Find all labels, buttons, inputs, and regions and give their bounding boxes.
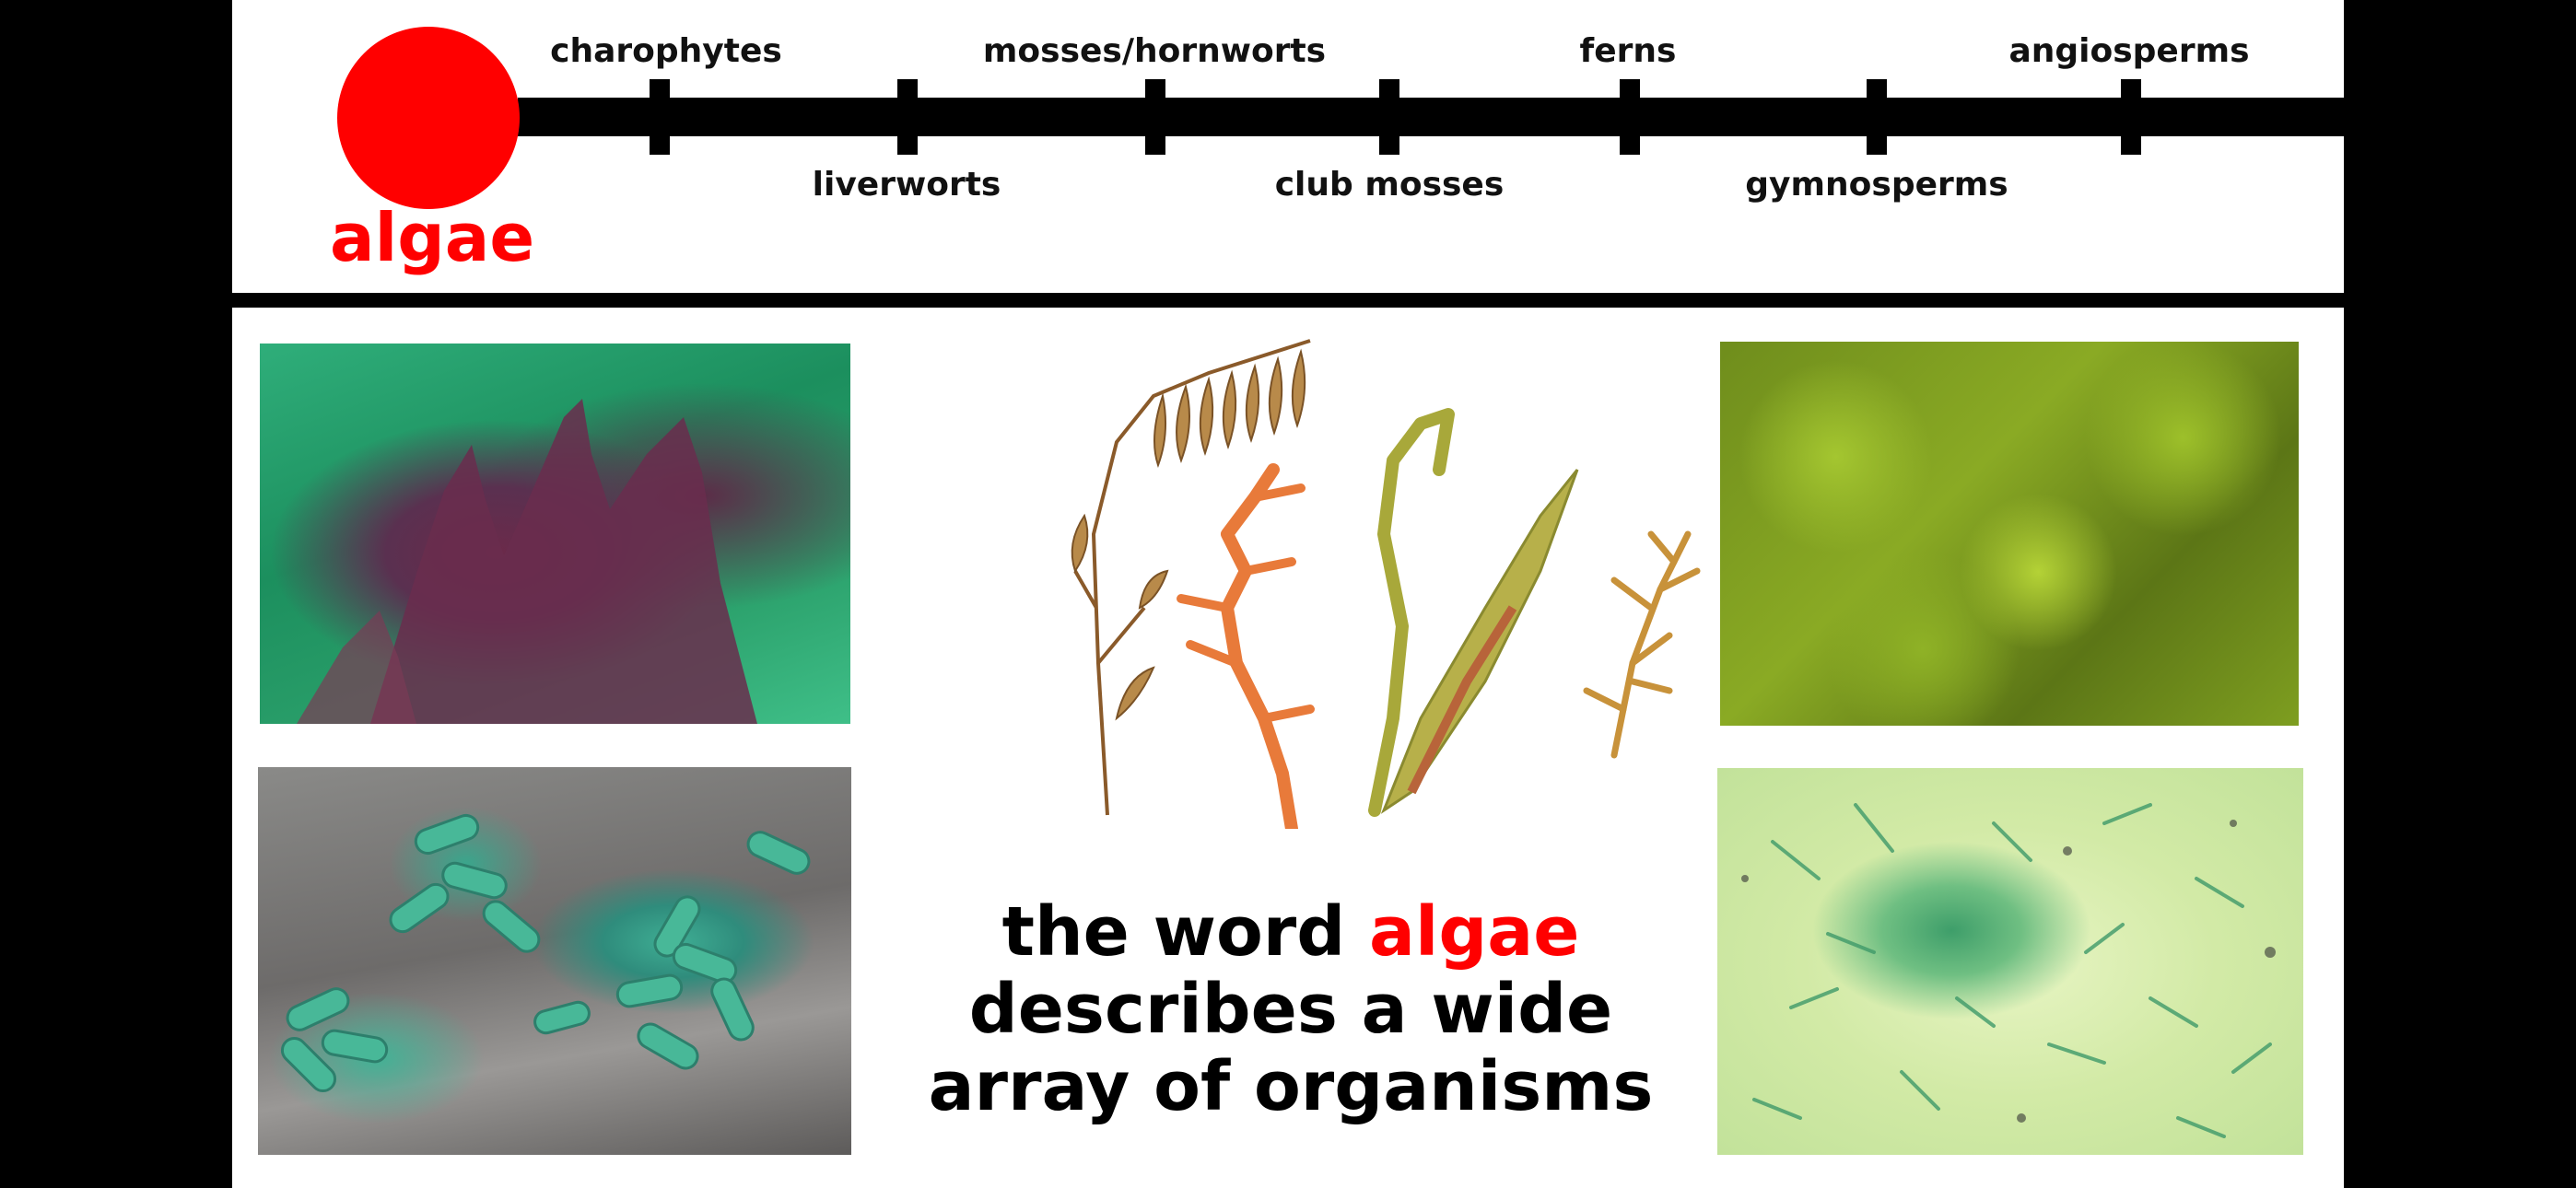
section-divider — [232, 293, 2344, 308]
timeline-tick — [2121, 79, 2141, 155]
timeline-label-gymnosperms: gymnosperms — [1745, 166, 2008, 204]
timeline-label-club-mosses: club mosses — [1274, 166, 1505, 204]
timeline-start-label: algae — [330, 199, 535, 276]
timeline-tick — [897, 79, 918, 155]
mossy-rocks-photo — [1720, 342, 2299, 726]
timeline-tick — [1867, 79, 1887, 155]
timeline-tick — [1620, 79, 1640, 155]
caption-highlight: algae — [1369, 892, 1580, 972]
timeline-tick — [650, 79, 670, 155]
slide: algae charophytes mosses/hornworts ferns… — [232, 0, 2344, 1188]
bacteria-cells — [280, 813, 811, 1093]
caption-prefix: the word — [1001, 892, 1370, 972]
timeline-label-ferns: ferns — [1579, 32, 1677, 70]
caption-line-3: array of organisms — [928, 1047, 1654, 1126]
timeline-start-dot — [337, 27, 520, 209]
timeline-label-liverworts: liverworts — [812, 166, 1001, 204]
seaweed-illustration — [1071, 339, 1701, 829]
caption: the word algae describes a wide array of… — [921, 893, 1660, 1125]
caption-line-2: describes a wide — [968, 970, 1613, 1049]
timeline-label-charophytes: charophytes — [550, 32, 782, 70]
timeline-label-mosses-hornworts: mosses/hornworts — [982, 32, 1327, 70]
timeline-bar — [518, 98, 2344, 136]
microscope-algae-photo — [1717, 768, 2303, 1155]
caption-line-1: the word algae — [921, 893, 1660, 971]
algae-filaments — [1741, 803, 2276, 1138]
timeline-label-angiosperms: angiosperms — [2008, 32, 2250, 70]
timeline-tick — [1379, 79, 1399, 155]
red-seaweed-photo — [260, 344, 850, 724]
green-bacteria-micrograph — [258, 767, 851, 1155]
timeline-tick — [1145, 79, 1165, 155]
red-seaweed-shape — [297, 399, 757, 724]
